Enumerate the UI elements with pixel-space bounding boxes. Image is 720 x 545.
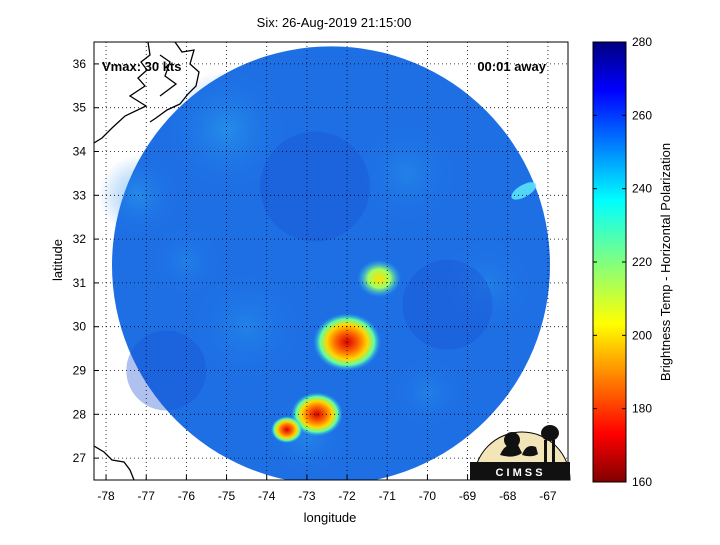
x-tick-labels: -78 -77 -76 -75 -74 -73 -72 -71 -70 -69 -68 -67 [97,489,557,503]
cimss-logo-text: C I M S S [495,467,542,479]
x-tick-label: -72 [338,489,356,503]
plot-frame [93,41,569,481]
y-tick-labels: 27 28 29 30 31 32 33 34 35 36 [73,57,87,465]
coastline-fl [94,445,135,480]
colorbar-tick-label: 180 [632,402,652,416]
y-tick-label: 31 [73,276,87,290]
x-tick-label: -77 [138,489,156,503]
y-tick-label: 28 [73,407,87,421]
colorbar-tick-label: 260 [632,108,652,122]
grid [94,42,568,480]
y-tick-label: 30 [73,320,87,334]
colorbar-tick-labels: 160 180 200 220 240 260 280 [593,35,652,489]
x-tick-label: -70 [419,489,437,503]
x-tick-label: -67 [539,489,557,503]
cimss-logo: C I M S S [470,425,571,481]
colorbar-tick-label: 240 [632,182,652,196]
x-tick-label: -74 [258,489,276,503]
coastline-nc [94,42,200,144]
colorbar-tick-label: 200 [632,328,652,342]
convective-feature [270,416,303,444]
x-tick-label: -68 [499,489,517,503]
y-tick-label: 36 [73,57,87,71]
x-tick-label: -76 [178,489,196,503]
colorbar [592,41,627,483]
y-axis-label: latitude [50,239,65,281]
swath-patch [357,123,458,224]
swath-dark-patch [402,259,493,350]
x-axis-label: longitude [304,510,357,525]
y-tick-label: 27 [73,451,87,465]
colorbar-label: Brightness Temp - Horizontal Polarizatio… [658,143,673,381]
colorbar-tick-label: 220 [632,255,652,269]
swath-patch [151,226,222,296]
swath-patch [442,237,533,328]
time-offset-annotation: 00:01 away [477,59,546,74]
x-tick-label: -78 [97,489,115,503]
x-tick-label: -73 [298,489,316,503]
colorbar-tick-label: 160 [632,475,652,489]
convective-feature [357,259,402,298]
y-tick-label: 33 [73,188,87,202]
y-tick-label: 32 [73,232,87,246]
swath-patch [166,69,287,190]
swath-dark-patch [259,131,370,242]
x-tick-label: -69 [459,489,477,503]
vmax-annotation: Vmax: 30 kts [102,59,182,74]
x-tick-label: -71 [379,489,397,503]
colorbar-tick-label: 280 [632,35,652,49]
x-tick-label: -75 [218,489,236,503]
y-tick-label: 35 [73,101,87,115]
y-tick-label: 34 [73,145,87,159]
y-tick-label: 29 [73,364,87,378]
convective-feature [290,392,343,437]
swath-patch [392,357,463,428]
swath-edge-highlight [511,182,537,200]
chart-title: Six: 26-Aug-2019 21:15:00 [257,15,412,30]
